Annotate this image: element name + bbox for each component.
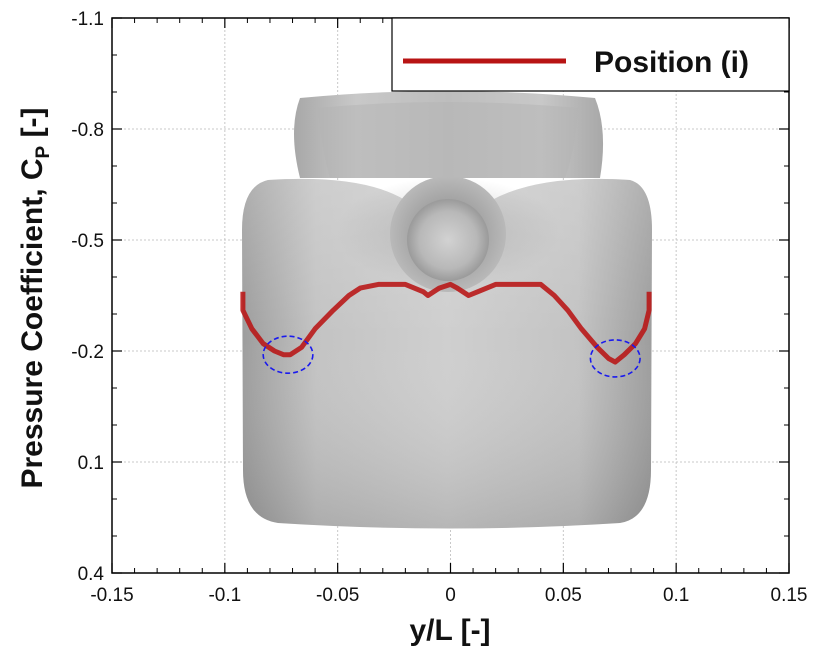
legend-box [391,17,790,92]
hull-shading-overlay [242,178,652,529]
y-tick-label: 0.1 [78,453,104,474]
hull-dome [407,199,489,281]
x-tick-label: -0.15 [90,585,133,606]
series-line [240,281,652,365]
x-tick-labels: -0.15 -0.1 -0.05 0 0.05 0.1 0.15 [90,585,807,606]
x-tick-label: 0.15 [771,585,808,606]
y-tick-label: -0.5 [71,231,104,252]
y-axis-title: Pressure Coefficient, CP [-] [16,107,54,488]
y-tick-label: -1.1 [71,9,104,30]
x-tick-label: 0.05 [545,585,582,606]
y-tick-label: 0.4 [78,564,105,585]
legend: Position (i) [391,17,790,92]
x-axis-title: y/L [-] [409,614,490,647]
y-tick-label: -0.2 [71,342,104,363]
y-tick-label: -0.8 [71,120,104,141]
y-axis-title-main: Pressure Coefficient, C [16,158,49,488]
hull-upper-deck-shadow [318,102,578,178]
ship-hull-render [242,91,652,529]
y-axis-title-subscript: P [33,145,54,158]
highlight-circle [262,335,314,375]
series-layer [240,281,652,365]
x-tick-label: -0.1 [208,585,241,606]
highlight-circle [589,339,641,378]
x-tick-label: 0.1 [663,585,689,606]
x-tick-label: 0 [445,585,456,606]
y-tick-labels: -1.1 -0.8 -0.5 -0.2 0.1 0.4 [71,9,104,585]
annotation-layer [262,335,641,378]
x-tick-label: -0.05 [316,585,359,606]
legend-label: Position (i) [594,46,749,79]
y-axis-title-suffix: [-] [16,107,49,145]
